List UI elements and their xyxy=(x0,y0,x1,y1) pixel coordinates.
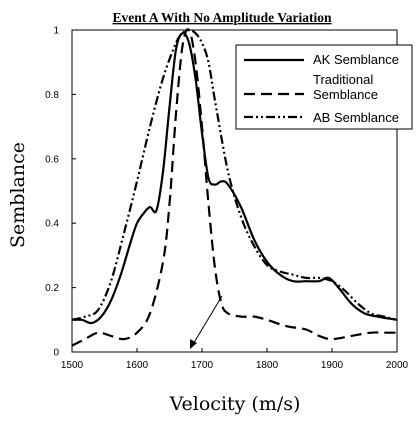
series-line-1 xyxy=(71,31,398,325)
legend-label-2: Traditional Semblance xyxy=(313,72,378,102)
annotation-arrow-shaft xyxy=(191,295,223,347)
annotation-arrow-head xyxy=(190,339,197,349)
x-tick-label: 2000 xyxy=(386,360,409,371)
legend-label-3: AB Semblance xyxy=(313,110,399,125)
x-tick-label: 1500 xyxy=(61,360,84,371)
x-tick-label: 1800 xyxy=(256,360,279,371)
x-tick-label: 1900 xyxy=(321,360,344,371)
series-line-2 xyxy=(71,28,397,347)
y-tick-label: 0.4 xyxy=(45,219,59,230)
y-tick-label: 1 xyxy=(53,26,59,37)
chart-title: Event A With No Amplitude Variation xyxy=(113,10,332,25)
series-line-3 xyxy=(71,28,398,321)
y-tick-label: 0.8 xyxy=(45,90,59,101)
x-axis-label: Velocity (m/s) xyxy=(169,393,301,415)
plot-area-frame xyxy=(71,29,398,353)
y-tick-label: 0.6 xyxy=(45,154,59,165)
y-tick-label: 0.2 xyxy=(45,283,59,294)
legend-label-1: AK Semblance xyxy=(313,52,399,67)
y-tick-label: 0 xyxy=(53,348,59,359)
y-axis-label: Semblance xyxy=(7,142,29,248)
x-tick-label: 1600 xyxy=(126,360,149,371)
x-tick-label: 1700 xyxy=(191,360,214,371)
